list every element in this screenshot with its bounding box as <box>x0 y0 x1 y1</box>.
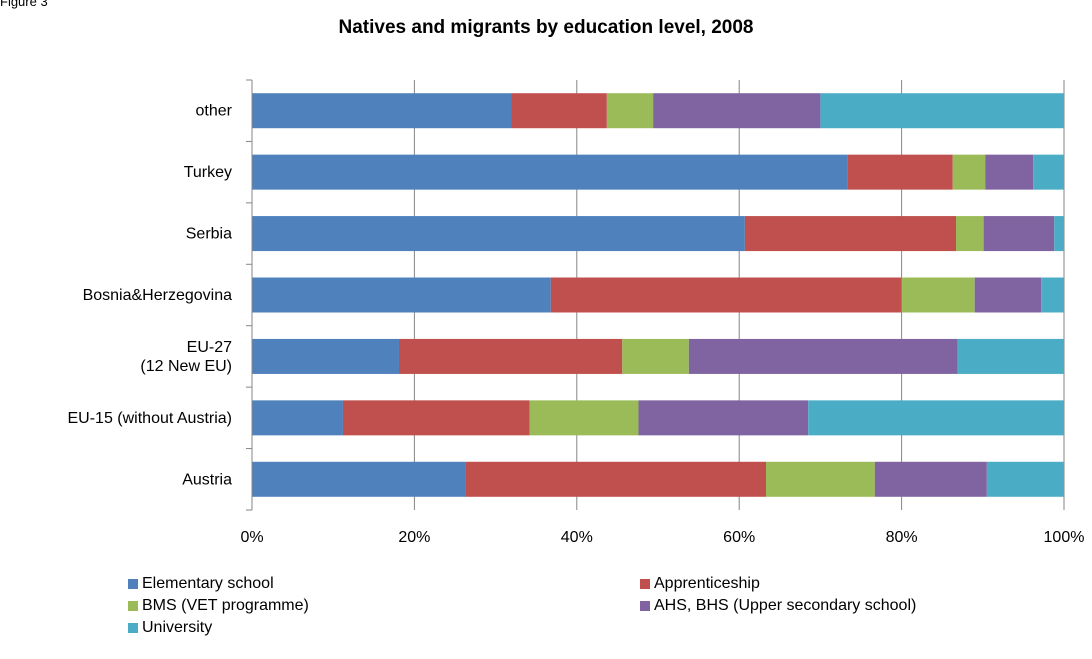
figure-label: Figure 3 <box>0 0 48 9</box>
bar-segment <box>342 400 530 436</box>
bar-segment <box>606 93 654 129</box>
axis-labels: 0% 20% 40% 60% 80% 100% Austria EU-15 (without … <box>67 103 1084 546</box>
axes <box>246 79 253 511</box>
y-category-label: EU-27 (12 New EU) <box>140 339 232 375</box>
y-category-label: Turkey <box>184 164 232 181</box>
bar-segment <box>956 216 984 252</box>
bar-segment <box>983 216 1055 252</box>
y-category-label: Serbia <box>186 226 232 243</box>
x-tick-label: 100% <box>1044 529 1085 546</box>
bar-segment <box>952 154 986 190</box>
bar-segment <box>1054 216 1064 252</box>
bar-segment <box>744 216 957 252</box>
bar-segment <box>252 277 551 313</box>
x-tick-label: 40% <box>561 529 593 546</box>
bar-segment <box>252 154 848 190</box>
bar-segment <box>398 338 623 374</box>
y-category-label: EU-15 (without Austria) <box>67 410 232 427</box>
bar-segment <box>622 338 689 374</box>
bar-segment <box>957 338 1064 374</box>
chart-title: Natives and migrants by education level,… <box>338 17 754 38</box>
bar-segment <box>986 461 1064 497</box>
bar-area <box>252 93 1064 497</box>
bar-segment <box>529 400 639 436</box>
x-tick-label: 20% <box>398 529 430 546</box>
bar-segment <box>252 338 399 374</box>
x-tick-label: 0% <box>240 529 263 546</box>
bar-segment <box>985 154 1034 190</box>
bar-segment <box>465 461 766 497</box>
bar-segment <box>974 277 1042 313</box>
bar-segment <box>252 400 343 436</box>
bar-segment <box>1033 154 1064 190</box>
bar-segment <box>874 461 987 497</box>
bar-segment <box>252 461 466 497</box>
bar-segment <box>847 154 953 190</box>
bar-segment <box>688 338 958 374</box>
bar-segment <box>820 93 1064 129</box>
bar-segment <box>653 93 821 129</box>
y-category-label: other <box>196 103 233 120</box>
bar-segment <box>252 216 745 252</box>
bar-segment <box>638 400 809 436</box>
bar-segment <box>901 277 975 313</box>
x-tick-label: 80% <box>886 529 918 546</box>
bar-segment <box>550 277 902 313</box>
y-category-label: Austria <box>182 471 232 488</box>
bar-segment <box>808 400 1064 436</box>
x-tick-label: 60% <box>723 529 755 546</box>
y-category-label: Bosnia&Herzegovina <box>83 287 233 304</box>
bar-segment <box>1041 277 1064 313</box>
bar-segment <box>765 461 875 497</box>
bar-segment <box>511 93 607 129</box>
bar-segment <box>252 93 512 129</box>
